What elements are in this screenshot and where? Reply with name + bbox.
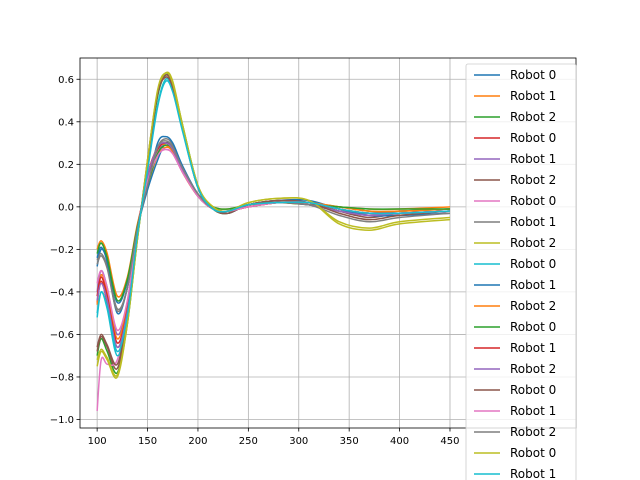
legend-label: Robot 0 (510, 68, 556, 82)
x-tick-label: 150 (138, 436, 157, 447)
y-tick-label: −1.0 (50, 415, 74, 426)
y-tick-label: −0.6 (50, 330, 74, 341)
y-tick-label: −0.4 (50, 287, 74, 298)
x-tick-label: 200 (188, 436, 207, 447)
legend-label: Robot 1 (510, 404, 556, 418)
x-tick-label: 250 (239, 436, 258, 447)
y-tick-label: 0.0 (58, 202, 74, 213)
series-line-17 (96, 140, 451, 313)
x-tick-label: 300 (289, 436, 308, 447)
legend-label: Robot 0 (510, 194, 556, 208)
legend-label: Robot 0 (510, 320, 556, 334)
legend-label: Robot 1 (510, 215, 556, 229)
y-tick-label: 0.2 (58, 160, 74, 171)
x-tick-label: 450 (440, 436, 459, 447)
legend-label: Robot 2 (510, 110, 556, 124)
x-tick-label: 350 (340, 436, 359, 447)
series-group (96, 71, 451, 412)
legend-label: Robot 0 (510, 383, 556, 397)
x-tick-label: 400 (390, 436, 409, 447)
axes: 100 150 200 250 300 350 400 450 −1.0 −0.8 −0.6 −0.4… (50, 75, 460, 447)
legend-label: Robot 2 (510, 236, 556, 250)
legend-label: Robot 2 (510, 299, 556, 313)
legend-label: Robot 0 (510, 257, 556, 271)
y-tick-label: 0.4 (58, 117, 74, 128)
legend-label: Robot 2 (510, 362, 556, 376)
y-tick-label: −0.8 (50, 372, 74, 383)
legend-label: Robot 1 (510, 341, 556, 355)
legend-label: Robot 0 (510, 446, 556, 460)
series-line-18 (96, 71, 451, 377)
series-line-19 (96, 80, 451, 353)
x-tick-label: 100 (88, 436, 107, 447)
legend-label: Robot 1 (510, 278, 556, 292)
legend-label: Robot 1 (510, 89, 556, 103)
legend-label: Robot 2 (510, 173, 556, 187)
legend-box (465, 63, 577, 480)
legend: Robot 0 Robot 1 Robot 2 Robot 0 Robot 1 Robot… (465, 63, 577, 480)
y-tick-label: 0.6 (58, 75, 74, 86)
legend-label: Robot 1 (510, 152, 556, 166)
y-tick-label: −0.2 (50, 245, 74, 256)
legend-label: Robot 2 (510, 425, 556, 439)
legend-label: Robot 1 (510, 467, 556, 480)
legend-label: Robot 0 (510, 131, 556, 145)
